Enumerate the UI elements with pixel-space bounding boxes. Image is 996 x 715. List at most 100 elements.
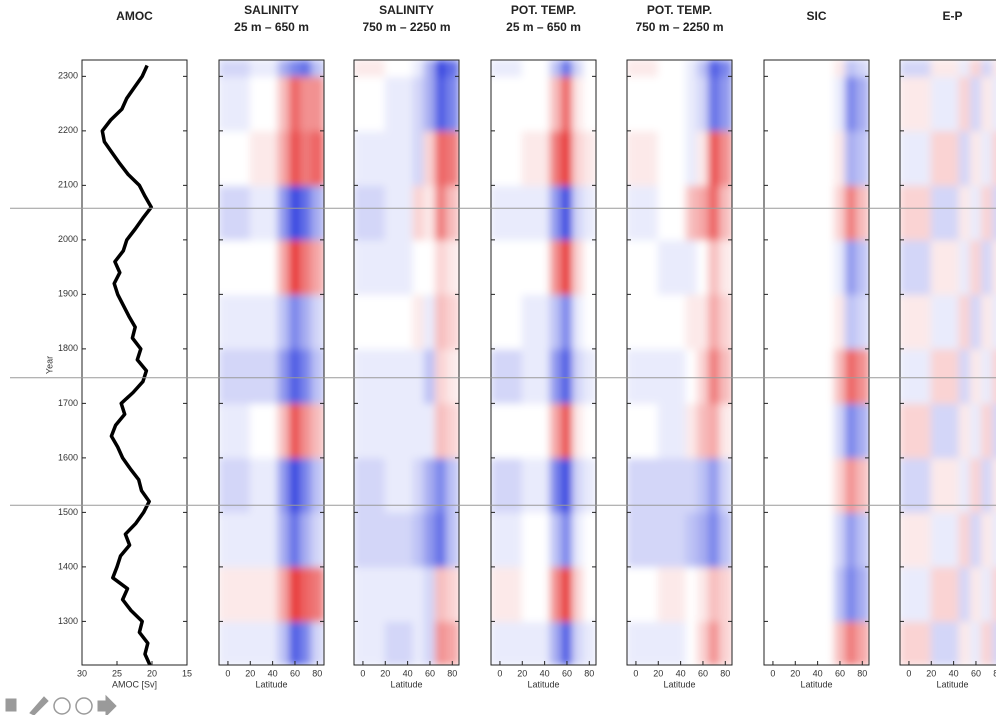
heatmap-cell: [856, 402, 869, 459]
heatmap-cell: [958, 457, 971, 513]
heatmap-cell: [354, 60, 386, 77]
heatmap-cell: [423, 239, 437, 295]
panel-frame: [81, 59, 188, 666]
heatmap-cell: [583, 402, 596, 459]
heatmap-cell: [560, 130, 574, 186]
heatmap-cell: [856, 293, 869, 350]
x-tick-label: 40: [540, 668, 550, 678]
heatmap-cell: [423, 620, 437, 665]
heatmap-cell: [708, 60, 721, 77]
heatmap-cell: [657, 566, 687, 622]
heatmap-cell: [491, 293, 523, 350]
heatmap-cell: [521, 620, 551, 665]
heatmap-cell: [696, 511, 710, 568]
heatmap-cell: [354, 293, 386, 350]
heatmap-cell: [696, 184, 710, 241]
heatmap-cell: [958, 293, 971, 350]
heatmap-cell: [900, 620, 932, 665]
heatmap-cell: [981, 348, 994, 404]
panel-frame: [353, 59, 460, 666]
heatmap-cell: [833, 402, 847, 459]
panel-title: E-P: [942, 9, 962, 23]
heatmap-cell: [549, 184, 562, 241]
heatmap-cell: [708, 75, 721, 132]
x-tick-label: 60: [562, 668, 572, 678]
heatmap-cell: [900, 293, 932, 350]
heatmap-cell: [249, 293, 279, 350]
heatmap-cell: [969, 620, 983, 665]
heatmap-cell: [277, 402, 290, 459]
heatmap-cell: [521, 566, 551, 622]
heatmap-cell: [300, 293, 313, 350]
heatmap-cell: [930, 60, 960, 77]
heatmap-cell: [583, 620, 596, 665]
heatmap-cell: [685, 457, 698, 513]
heatmap-cell: [845, 511, 858, 568]
x-tick-label: 20: [517, 668, 527, 678]
toolbar-next[interactable]: [97, 694, 117, 715]
heatmap-cell: [764, 511, 796, 568]
panel-frame: [899, 59, 996, 666]
heatmap-cell: [311, 130, 324, 186]
heatmap-cell: [277, 457, 290, 513]
heatmap-cell: [657, 60, 687, 77]
toolbar: [5, 694, 117, 715]
x-tick-label: 25: [112, 668, 122, 678]
panel-frame: [490, 59, 597, 666]
heatmap-cell: [412, 348, 425, 404]
toolbar-back[interactable]: [5, 698, 17, 712]
toolbar-pen[interactable]: [29, 696, 49, 715]
heatmap-cell: [833, 511, 847, 568]
heatmap-cell: [412, 293, 425, 350]
heatmap-cell: [719, 130, 732, 186]
heatmap-cell: [384, 239, 414, 295]
panel-subtitle: 750 m – 2250 m: [635, 20, 723, 34]
toolbar-view[interactable]: [53, 697, 71, 715]
heatmap-cell: [833, 293, 847, 350]
heatmap-cell: [423, 130, 437, 186]
heatmap-cell: [708, 402, 721, 459]
heatmap-cell: [311, 184, 324, 241]
heatmap-cell: [549, 402, 562, 459]
x-tick-label: 40: [813, 668, 823, 678]
heatmap-cell: [822, 348, 835, 404]
x-tick-label: 0: [770, 668, 775, 678]
heatmap-cell: [794, 239, 824, 295]
heatmap-cell: [696, 457, 710, 513]
x-tick-label: 20: [790, 668, 800, 678]
toolbar-more[interactable]: [75, 697, 93, 715]
heatmap-cell: [446, 566, 459, 622]
heatmap-cell: [794, 130, 824, 186]
heatmap-cell: [930, 75, 960, 132]
heatmap-cell: [583, 566, 596, 622]
heatmap-cell: [549, 239, 562, 295]
heatmap-cell: [491, 130, 523, 186]
heatmap-cell: [288, 511, 302, 568]
heatmap-cell: [549, 620, 562, 665]
y-tick-label: 1400: [58, 561, 78, 571]
heatmap-cell: [521, 75, 551, 132]
heatmap-cell: [288, 60, 302, 77]
heatmap-cell: [958, 184, 971, 241]
heatmap-cell: [981, 239, 994, 295]
heatmap-cells: [491, 60, 596, 665]
heatmap-cell: [572, 511, 585, 568]
y-tick-label: 1300: [58, 616, 78, 626]
panel-title: POT. TEMP.: [511, 3, 576, 17]
heatmap-cell: [560, 566, 574, 622]
heatmap-cell: [930, 348, 960, 404]
heatmap-cell: [764, 239, 796, 295]
heatmap-cell: [446, 184, 459, 241]
heatmap-cell: [354, 348, 386, 404]
panel-subtitle: 25 m – 650 m: [234, 20, 309, 34]
heatmap-cell: [708, 130, 721, 186]
heatmap-cell: [288, 293, 302, 350]
heatmap-cell: [657, 457, 687, 513]
heatmap-cell: [384, 184, 414, 241]
heatmap-cell: [249, 566, 279, 622]
heatmap-cell: [583, 348, 596, 404]
heatmap-cell: [219, 511, 251, 568]
y-tick-label: 1600: [58, 452, 78, 462]
heatmap-cell: [719, 402, 732, 459]
heatmap-cell: [969, 402, 983, 459]
